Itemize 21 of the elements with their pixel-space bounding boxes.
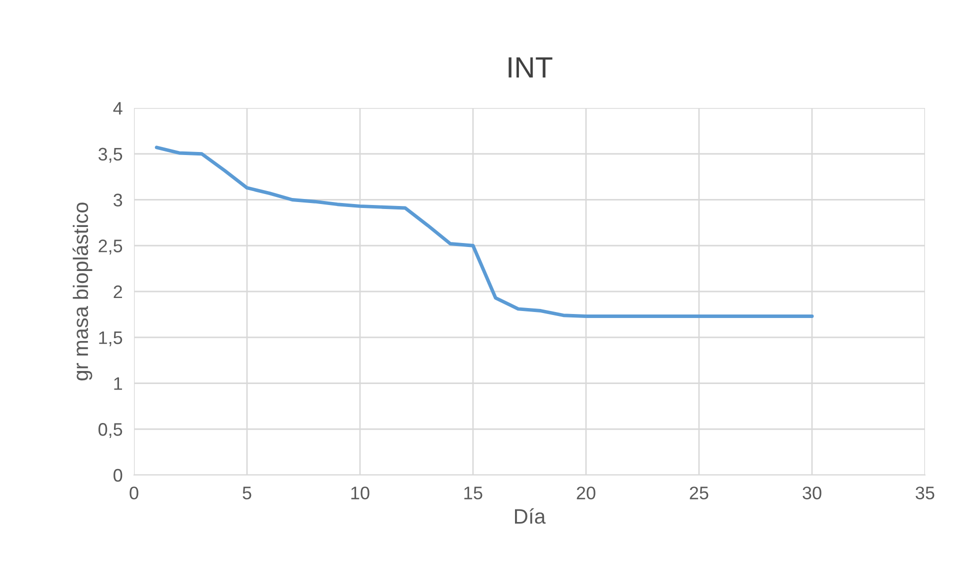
x-tick-label: 30 bbox=[802, 486, 822, 500]
y-tick-label: 3,5 bbox=[98, 148, 122, 163]
y-tick-label: 1 bbox=[114, 377, 122, 390]
y-tick-label: 0 bbox=[114, 468, 122, 482]
y-tick-label: 2,5 bbox=[98, 240, 122, 254]
chart-title: INT bbox=[508, 57, 552, 78]
x-tick-label: 25 bbox=[690, 486, 708, 500]
line-series bbox=[154, 146, 814, 318]
y-tick-label: 3 bbox=[114, 194, 122, 206]
x-tick-label: 0 bbox=[130, 486, 138, 500]
y-axis-title: gr masa bioplástico bbox=[72, 202, 92, 380]
x-tick-label: 20 bbox=[576, 486, 596, 500]
y-tick-label: 1,5 bbox=[99, 331, 122, 346]
x-axis-title: Día bbox=[515, 508, 546, 524]
x-tick-label: 5 bbox=[242, 486, 252, 500]
x-tick-label: 10 bbox=[351, 486, 370, 500]
y-tick-label: 4 bbox=[113, 102, 122, 115]
y-tick-label: 0,5 bbox=[98, 423, 122, 438]
x-tick-label: 35 bbox=[916, 486, 934, 500]
y-tick-label: 2 bbox=[114, 285, 122, 298]
x-tick-label: 15 bbox=[464, 486, 482, 500]
